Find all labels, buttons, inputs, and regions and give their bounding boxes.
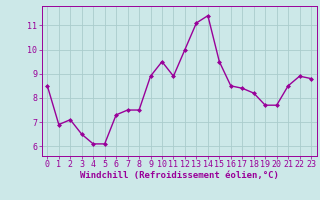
X-axis label: Windchill (Refroidissement éolien,°C): Windchill (Refroidissement éolien,°C) (80, 171, 279, 180)
